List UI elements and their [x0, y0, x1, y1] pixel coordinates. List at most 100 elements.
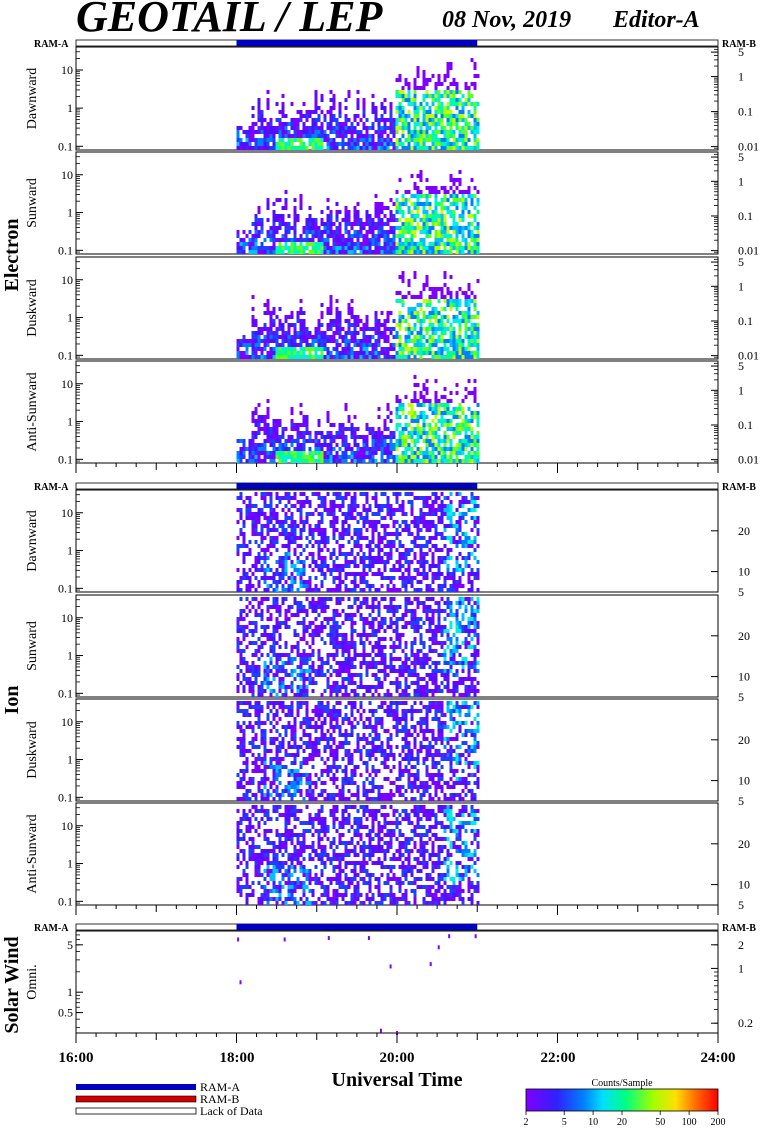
heatmap-cell: [380, 230, 384, 234]
right-tick-label: 5: [738, 585, 744, 599]
heatmap-cell: [314, 601, 318, 605]
heatmap-cell: [320, 601, 324, 605]
heatmap-cell: [299, 242, 303, 246]
heatmap-cell: [440, 234, 444, 238]
heatmap-cell: [329, 218, 333, 222]
heatmap-cell: [437, 459, 441, 463]
heatmap-cell: [320, 673, 324, 677]
heatmap-cell: [461, 532, 465, 536]
heatmap-cell: [446, 347, 450, 351]
heatmap-cell: [431, 403, 435, 407]
heatmap-cell: [431, 138, 435, 142]
heatmap-cell: [257, 601, 261, 605]
heatmap-cell: [422, 287, 426, 291]
heatmap-cell: [260, 496, 264, 500]
heatmap-cell: [296, 218, 300, 222]
heatmap-cell: [248, 496, 252, 500]
heatmap-cell: [302, 693, 306, 697]
heatmap-cell: [299, 323, 303, 327]
heatmap-cell: [455, 86, 459, 90]
heatmap-cell: [476, 403, 480, 407]
heatmap-cell: [398, 142, 402, 146]
heatmap-cell: [284, 492, 288, 496]
heatmap-cell: [470, 435, 474, 439]
heatmap-cell: [416, 246, 420, 250]
heatmap-cell: [431, 118, 435, 122]
heatmap-cell: [410, 218, 414, 222]
heatmap-cell: [347, 351, 351, 355]
heatmap-cell: [368, 230, 372, 234]
heatmap-cell: [422, 403, 426, 407]
heatmap-cell: [386, 544, 390, 548]
heatmap-cell: [377, 443, 381, 447]
heatmap-cell: [281, 246, 285, 250]
heatmap-cell: [263, 665, 267, 669]
heatmap-cell: [350, 423, 354, 427]
heatmap-cell: [374, 319, 378, 323]
heatmap-cell: [296, 605, 300, 609]
heatmap-cell: [353, 118, 357, 122]
heatmap-cell: [437, 411, 441, 415]
heatmap-cell: [278, 685, 282, 689]
right-tick-label: 0.01: [738, 140, 759, 154]
heatmap-cell: [362, 250, 366, 254]
heatmap-cell: [236, 242, 240, 246]
heatmap-cell: [365, 516, 369, 520]
heatmap-cell: [308, 439, 312, 443]
heatmap-cell: [446, 576, 450, 580]
heatmap-cell: [242, 142, 246, 146]
heatmap-cell: [422, 74, 426, 78]
heatmap-cell: [350, 351, 354, 355]
heatmap-cell: [416, 250, 420, 254]
heatmap-cell: [341, 431, 345, 435]
heatmap-cell: [440, 295, 444, 299]
heatmap-cell: [272, 427, 276, 431]
heatmap-cell: [380, 138, 384, 142]
heatmap-cell: [239, 681, 243, 685]
heatmap-cell: [449, 82, 453, 86]
heatmap-cell: [254, 242, 258, 246]
heatmap-cell: [293, 568, 297, 572]
heatmap-cell: [350, 246, 354, 250]
heatmap-cell: [437, 508, 441, 512]
heatmap-cell: [443, 90, 447, 94]
heatmap-cell: [248, 516, 252, 520]
heatmap-cell: [467, 455, 471, 459]
heatmap-cell: [347, 443, 351, 447]
heatmap-cell: [305, 459, 309, 463]
heatmap-cell: [284, 142, 288, 146]
heatmap-cell: [371, 512, 375, 516]
heatmap-cell: [461, 496, 465, 500]
heatmap-cell: [398, 230, 402, 234]
heatmap-cell: [455, 102, 459, 106]
heatmap-cell: [362, 335, 366, 339]
heatmap-cell: [296, 588, 300, 592]
heatmap-cell: [344, 214, 348, 218]
heatmap-cell: [326, 134, 330, 138]
heatmap-cell: [266, 234, 270, 238]
heatmap-cell: [383, 544, 387, 548]
ram-a-segment: [236, 483, 478, 489]
heatmap-cell: [335, 118, 339, 122]
heatmap-cell: [296, 447, 300, 451]
heatmap-cell: [452, 315, 456, 319]
heatmap-cell: [425, 102, 429, 106]
heatmap-cell: [299, 528, 303, 532]
heatmap-cell: [389, 142, 393, 146]
heatmap-cell: [260, 142, 264, 146]
heatmap-cell: [455, 319, 459, 323]
heatmap-cell: [281, 206, 285, 210]
heatmap-cell: [386, 134, 390, 138]
heatmap-cell: [287, 343, 291, 347]
heatmap-cell: [374, 351, 378, 355]
heatmap-cell: [464, 98, 468, 102]
heatmap-cell: [254, 222, 258, 226]
heatmap-cell: [272, 528, 276, 532]
heatmap-cell: [278, 335, 282, 339]
heatmap-cell: [410, 407, 414, 411]
heatmap-cell: [392, 520, 396, 524]
heatmap-cell: [296, 508, 300, 512]
heatmap-cell: [383, 122, 387, 126]
heatmap-cell: [455, 126, 459, 130]
heatmap-cell: [443, 403, 447, 407]
